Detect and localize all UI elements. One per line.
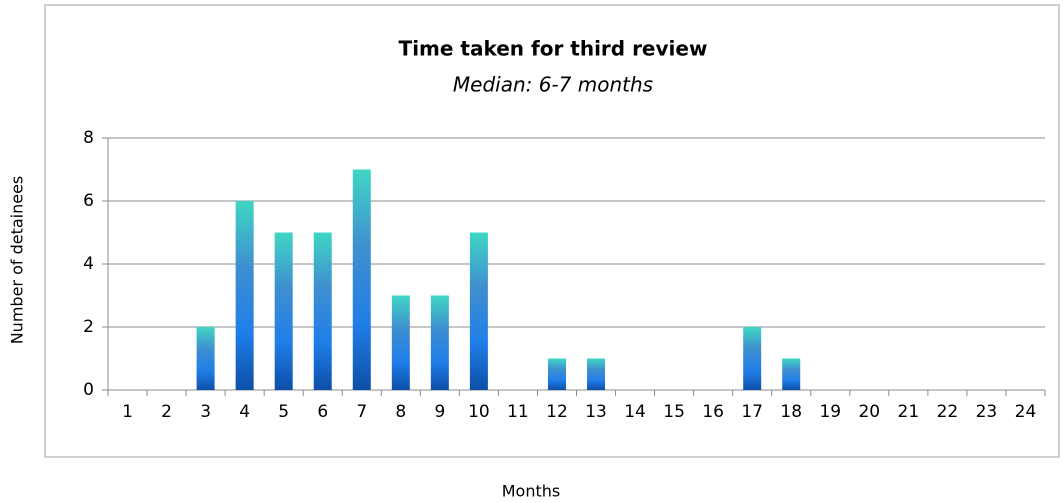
- x-tick-label: 11: [507, 402, 529, 422]
- x-tick-label: 21: [898, 402, 920, 422]
- y-tick-label: 8: [83, 128, 94, 148]
- y-tick-label: 6: [83, 191, 94, 211]
- bar: [547, 358, 566, 390]
- bar: [391, 295, 410, 390]
- bar: [430, 295, 449, 390]
- x-tick-label: 16: [702, 402, 724, 422]
- x-tick-label: 23: [976, 402, 998, 422]
- y-tick-label: 0: [83, 380, 94, 400]
- x-tick-label: 19: [819, 402, 841, 422]
- bar: [274, 232, 293, 390]
- x-tick-label: 18: [780, 402, 802, 422]
- y-tick-label: 4: [83, 254, 94, 274]
- x-tick-label: 4: [239, 402, 250, 422]
- x-tick-label: 10: [468, 402, 490, 422]
- bar: [313, 232, 332, 390]
- x-tick-label: 1: [122, 402, 133, 422]
- x-tick-label: 6: [317, 402, 328, 422]
- chart-subtitle: Median: 6-7 months: [453, 73, 653, 97]
- bar: [469, 232, 488, 390]
- y-tick-label: 2: [83, 317, 94, 337]
- bar: [782, 358, 801, 390]
- x-tick-label: 12: [546, 402, 568, 422]
- x-tick-label: 24: [1015, 402, 1037, 422]
- x-tick-label: 15: [663, 402, 685, 422]
- x-tick-label: 17: [741, 402, 763, 422]
- x-axis-label: Months: [502, 482, 560, 501]
- bar: [743, 327, 762, 390]
- x-tick-label: 7: [356, 402, 367, 422]
- x-tick-label: 5: [278, 402, 289, 422]
- bar: [196, 327, 215, 390]
- x-tick-label: 9: [434, 402, 445, 422]
- bar: [235, 201, 254, 390]
- bar: [587, 358, 606, 390]
- x-tick-label: 14: [624, 402, 646, 422]
- x-tick-label: 3: [200, 402, 211, 422]
- bar: [352, 169, 371, 390]
- x-tick-label: 13: [585, 402, 607, 422]
- x-tick-label: 20: [858, 402, 880, 422]
- x-tick-label: 2: [161, 402, 172, 422]
- x-tick-label: 22: [937, 402, 959, 422]
- y-axis-label: Number of detainees: [8, 176, 27, 345]
- chart-title: Time taken for third review: [399, 37, 708, 61]
- x-tick-label: 8: [395, 402, 406, 422]
